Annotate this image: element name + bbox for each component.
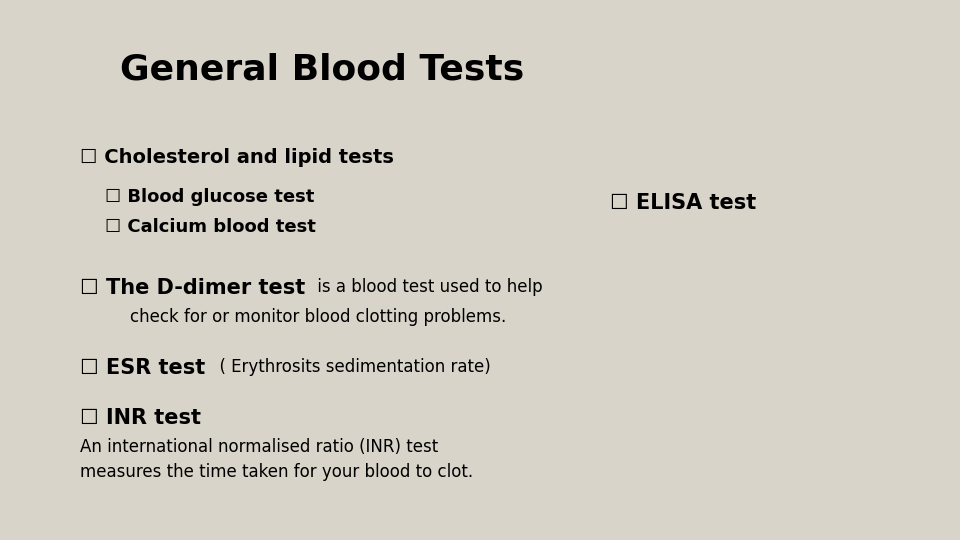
Text: ☐ The D-dimer test: ☐ The D-dimer test (80, 278, 305, 298)
Text: ☐ Calcium blood test: ☐ Calcium blood test (105, 218, 316, 236)
Text: ☐ Cholesterol and lipid tests: ☐ Cholesterol and lipid tests (80, 148, 394, 167)
Text: ☐ INR test: ☐ INR test (80, 408, 201, 428)
Text: measures the time taken for your blood to clot.: measures the time taken for your blood t… (80, 463, 473, 481)
Text: check for or monitor blood clotting problems.: check for or monitor blood clotting prob… (130, 308, 506, 326)
Text: ☐ Blood glucose test: ☐ Blood glucose test (105, 188, 314, 206)
Text: ☐ ESR test: ☐ ESR test (80, 358, 205, 378)
Text: General Blood Tests: General Blood Tests (120, 52, 524, 86)
Text: ☐ ELISA test: ☐ ELISA test (610, 193, 756, 213)
Text: An international normalised ratio (INR) test: An international normalised ratio (INR) … (80, 438, 439, 456)
Text: is a blood test used to help: is a blood test used to help (313, 278, 543, 296)
Text: ( Erythrosits sedimentation rate): ( Erythrosits sedimentation rate) (209, 358, 491, 376)
